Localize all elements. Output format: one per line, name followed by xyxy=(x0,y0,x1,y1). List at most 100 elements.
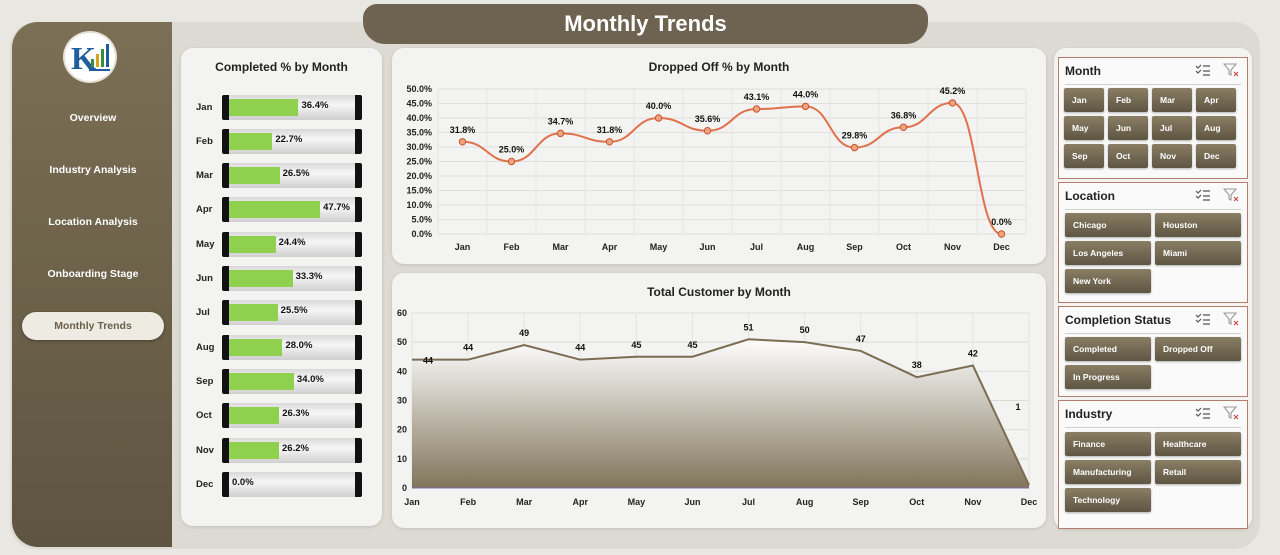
completed-bar-row: Oct 26.3% xyxy=(196,403,366,429)
bar-fill xyxy=(229,372,294,390)
multi-select-icon[interactable] xyxy=(1195,406,1211,420)
total-customer-series-line xyxy=(412,338,1030,486)
month-slicer-item[interactable]: Aug xyxy=(1196,116,1236,140)
logo-icon: K xyxy=(71,40,110,76)
page-title: Monthly Trends xyxy=(363,4,928,44)
sidebar-item-location-analysis[interactable]: Location Analysis xyxy=(48,216,138,228)
completed-bar-row: Sep 34.0% xyxy=(196,368,366,394)
total-customer-area-chart: 0 10 20 30 40 50 60 44 Jan 44 Feb 49 Mar 44 Apr 45 May 45… xyxy=(397,308,1037,507)
clear-filter-icon[interactable] xyxy=(1223,188,1239,202)
bar-track: 24.4% xyxy=(222,231,362,257)
completed-bar-row: Jun 33.3% xyxy=(196,266,366,291)
bar-month-label: Dec xyxy=(196,478,214,490)
completed-bar-row: May 24.4% xyxy=(196,231,366,257)
bar-month-label: Oct xyxy=(196,410,212,422)
data-label: 43.1% xyxy=(744,92,770,102)
industry-slicer-item[interactable]: Manufacturing xyxy=(1065,460,1151,484)
bar-month-label: Sep xyxy=(196,375,214,387)
completed-bar-row: Dec 0.0% xyxy=(196,471,366,497)
bar-month-label: Jun xyxy=(196,273,213,284)
bar-track: 28.0% xyxy=(222,334,362,360)
data-point xyxy=(605,138,614,146)
x-tick-label: Jan xyxy=(455,242,471,252)
completed-bar-row: Apr 47.7% xyxy=(196,197,366,223)
sidebar xyxy=(12,22,172,547)
x-tick-label: Oct xyxy=(909,497,924,507)
month-slicer-item[interactable]: Feb xyxy=(1108,88,1148,112)
sidebar-item-industry-analysis[interactable]: Industry Analysis xyxy=(49,164,137,176)
y-tick-label: 20.0% xyxy=(406,171,432,181)
sidebar-item-onboarding-stage[interactable]: Onboarding Stage xyxy=(47,268,139,280)
bar-track: 25.5% xyxy=(222,300,362,326)
bar-value-label: 36.4% xyxy=(301,99,329,111)
x-tick-label: Sep xyxy=(852,497,869,507)
industry-slicer-item[interactable]: Technology xyxy=(1065,488,1151,512)
completed-bar-row: Mar 26.5% xyxy=(196,163,366,189)
x-tick-label: Feb xyxy=(460,497,477,507)
y-tick-label: 0 xyxy=(402,483,407,493)
dropped-off-chart-card: Dropped Off % by Month xyxy=(392,48,1046,264)
location-slicer-title: Location xyxy=(1065,189,1115,203)
bar-fill xyxy=(229,407,280,425)
y-tick-label: 50.0% xyxy=(406,84,432,94)
month-slicer-item[interactable]: Jul xyxy=(1152,116,1192,140)
location-slicer-item[interactable]: Los Angeles xyxy=(1065,241,1151,265)
data-label: 44 xyxy=(423,356,433,366)
completion-status-slicer-item[interactable]: Dropped Off xyxy=(1155,337,1241,361)
industry-slicer-item[interactable]: Healthcare xyxy=(1155,432,1241,456)
bar-value-label: 26.2% xyxy=(282,442,309,454)
month-slicer-item[interactable]: Apr xyxy=(1196,88,1236,112)
x-tick-label: Aug xyxy=(796,497,814,507)
bar-value-label: 0.0% xyxy=(232,476,254,488)
data-label: 40.0% xyxy=(646,101,672,111)
data-label: 29.8% xyxy=(842,131,868,141)
y-tick-label: 10.0% xyxy=(406,200,432,210)
data-label: 1 xyxy=(1015,402,1020,412)
location-slicer-item[interactable]: Miami xyxy=(1155,241,1241,265)
data-point xyxy=(899,123,908,131)
industry-slicer-item[interactable]: Retail xyxy=(1155,460,1241,484)
completion-status-slicer-item[interactable]: Completed xyxy=(1065,337,1151,361)
bar-fill xyxy=(229,167,280,185)
sidebar-item-monthly-trends[interactable]: Monthly Trends xyxy=(22,312,164,340)
y-tick-label: 50 xyxy=(397,337,407,347)
bar-value-label: 26.5% xyxy=(282,168,310,180)
data-point xyxy=(801,102,810,111)
industry-slicer-item[interactable]: Finance xyxy=(1065,432,1151,456)
bar-value-label: 26.3% xyxy=(282,408,310,420)
location-slicer-item[interactable]: Chicago xyxy=(1065,213,1151,237)
completion-status-slicer-item[interactable]: In Progress xyxy=(1065,365,1151,389)
multi-select-icon[interactable] xyxy=(1195,188,1211,202)
month-slicer-item[interactable]: Oct xyxy=(1108,144,1148,168)
data-label: 35.6% xyxy=(695,114,721,124)
completed-bar-row: Jul 25.5% xyxy=(196,300,366,326)
bar-fill xyxy=(229,235,276,253)
data-label: 45 xyxy=(687,340,697,350)
bar-track: 33.3% xyxy=(222,266,362,291)
clear-filter-icon[interactable] xyxy=(1223,312,1239,326)
month-slicer-item[interactable]: Jan xyxy=(1064,88,1104,112)
data-label: 45.2% xyxy=(940,86,966,96)
clear-filter-icon[interactable] xyxy=(1223,63,1239,77)
clear-filter-icon[interactable] xyxy=(1223,406,1239,420)
multi-select-icon[interactable] xyxy=(1195,312,1211,326)
y-tick-label: 25.0% xyxy=(406,157,432,167)
sidebar-item-overview[interactable]: Overview xyxy=(69,112,117,124)
data-label: 31.8% xyxy=(597,125,623,135)
month-slicer-item[interactable]: May xyxy=(1064,116,1104,140)
location-slicer-item[interactable]: Houston xyxy=(1155,213,1241,237)
area-fill xyxy=(412,339,1029,488)
month-slicer-item[interactable]: Dec xyxy=(1196,144,1236,168)
x-tick-label: Apr xyxy=(573,497,589,507)
data-point xyxy=(654,114,663,122)
dropped-off-chart-title: Dropped Off % by Month xyxy=(648,60,790,74)
data-label: 42 xyxy=(968,349,978,359)
month-slicer-item[interactable]: Nov xyxy=(1152,144,1192,168)
location-slicer-item[interactable]: New York xyxy=(1065,269,1151,293)
month-slicer-item[interactable]: Sep xyxy=(1064,144,1104,168)
month-slicer-item[interactable]: Jun xyxy=(1108,116,1148,140)
multi-select-icon[interactable] xyxy=(1195,63,1211,77)
data-label: 34.7% xyxy=(548,116,574,126)
data-label: 44.0% xyxy=(793,89,819,99)
month-slicer-item[interactable]: Mar xyxy=(1152,88,1192,112)
